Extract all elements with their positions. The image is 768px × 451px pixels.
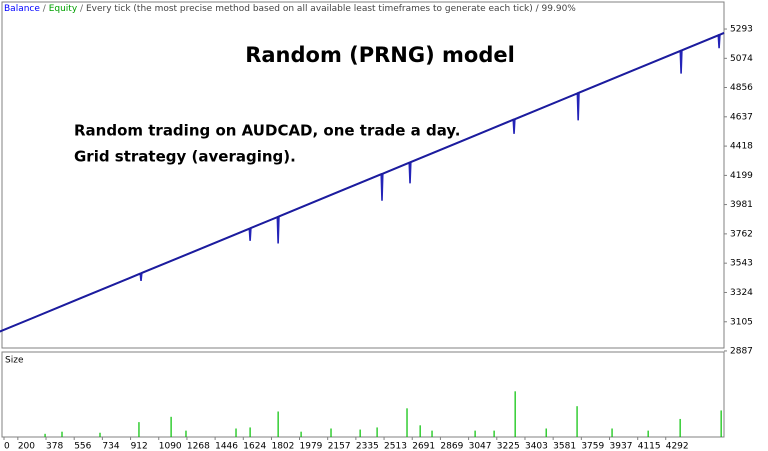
x-tick-label: 200 — [18, 442, 35, 451]
x-tick-label: 3403 — [525, 442, 548, 451]
x-tick-label: 912 — [131, 442, 148, 451]
x-tick-label: 2691 — [412, 442, 435, 451]
header: Balance / Equity / Every tick (the most … — [4, 4, 576, 14]
x-tick-label: 1268 — [187, 442, 210, 451]
y-tick-label: 2887 — [730, 346, 753, 356]
y-tick-label: 3762 — [730, 229, 753, 239]
x-tick-label: 3047 — [469, 442, 492, 451]
y-tick-label: 5074 — [730, 54, 753, 64]
y-tick-label: 4418 — [730, 142, 753, 152]
y-tick-label: 4637 — [730, 112, 753, 122]
y-tick-label: 3981 — [730, 200, 753, 210]
x-tick-label: 734 — [102, 442, 119, 451]
separator: / — [80, 4, 86, 14]
x-tick-label: 1802 — [271, 442, 294, 451]
y-tick-label: 4856 — [730, 83, 753, 93]
x-tick-label: 3581 — [553, 442, 576, 451]
x-tick-label: 2513 — [384, 442, 407, 451]
legend-balance: Balance — [4, 4, 40, 14]
y-tick-label: 3324 — [730, 288, 753, 298]
x-tick-label: 1624 — [243, 442, 266, 451]
x-tick-label: 3937 — [610, 442, 633, 451]
subtitle: Every tick (the most precise method base… — [86, 4, 576, 14]
y-tick-label: 4199 — [730, 171, 753, 181]
x-tick-label: 3225 — [497, 442, 520, 451]
annotation: Grid strategy (averaging). — [74, 148, 296, 166]
chart-title: Random (PRNG) model — [245, 43, 515, 67]
y-tick-label: 5293 — [730, 25, 753, 35]
x-tick-label: 2157 — [328, 442, 351, 451]
x-tick-label: 378 — [46, 442, 63, 451]
x-tick-label: 2335 — [356, 442, 379, 451]
size-title: Size — [5, 356, 24, 366]
x-tick-label: 4115 — [638, 442, 661, 451]
y-tick-label: 3105 — [730, 317, 753, 327]
x-tick-label: 1446 — [215, 442, 238, 451]
x-tick-label: 556 — [74, 442, 91, 451]
x-tick-label: 1090 — [159, 442, 182, 451]
annotation: Random trading on AUDCAD, one trade a da… — [74, 122, 460, 140]
y-tick-label: 3543 — [730, 259, 753, 269]
size-frame — [1, 351, 725, 438]
x-tick-label: 3759 — [581, 442, 604, 451]
legend-equity: Equity — [49, 4, 78, 14]
x-tick-label: 2869 — [440, 442, 463, 451]
x-tick-label: 0 — [4, 442, 10, 451]
x-tick-label: 4292 — [666, 442, 689, 451]
separator: / — [43, 4, 49, 14]
x-tick-label: 1979 — [300, 442, 323, 451]
balance-line — [0, 31, 725, 333]
